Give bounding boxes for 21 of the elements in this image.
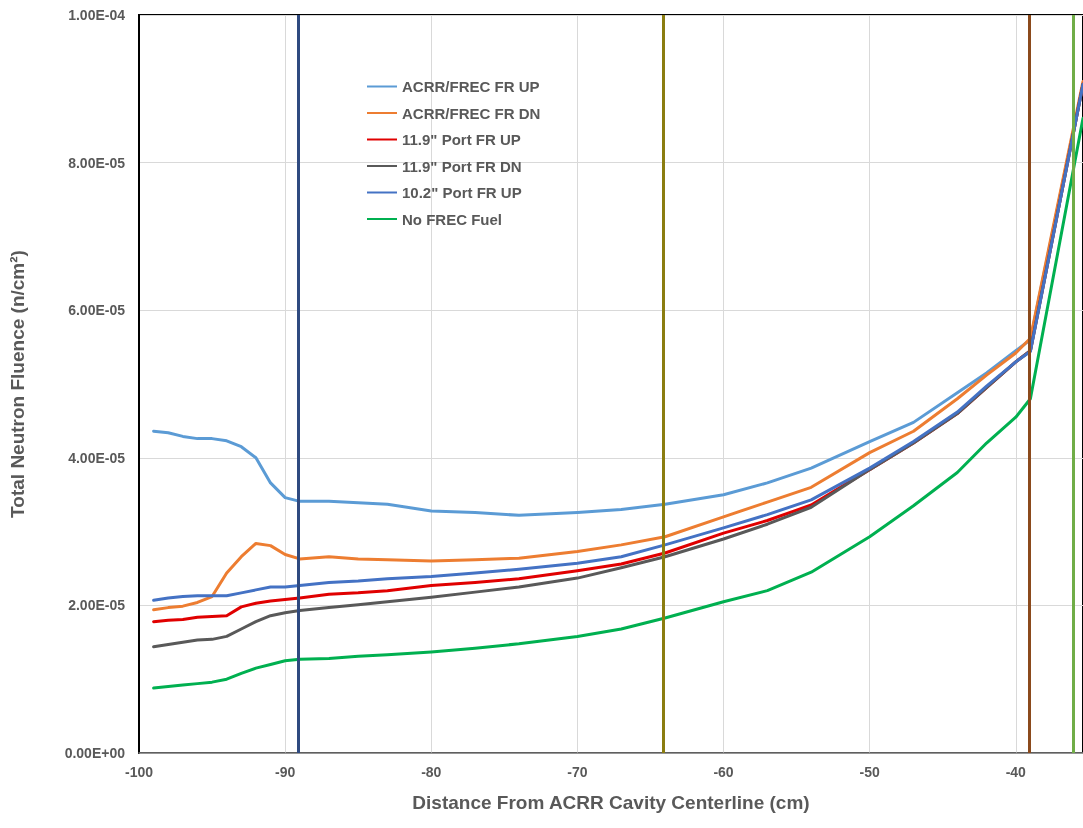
legend-label: 10.2" Port FR UP	[402, 184, 522, 201]
x-tick-label: -100	[124, 764, 154, 780]
y-tick-label: 2.00E-05	[68, 597, 126, 614]
y-tick-label: 0.00E+00	[64, 745, 126, 761]
legend-label: 11.9" Port FR DN	[402, 157, 522, 175]
x-tick-label: -70	[567, 764, 588, 780]
y-axis-title: Total Neutron Fluence (n/cm²)	[7, 250, 28, 518]
x-tick-label: -90	[275, 764, 296, 780]
legend-label: 11.9" Port FR UP	[402, 131, 521, 148]
legend-label: No FREC Fuel	[402, 210, 502, 228]
x-tick-label: -50	[859, 764, 880, 780]
y-tick-label: 8.00E-05	[68, 154, 126, 171]
legend-label: ACRR/FREC FR DN	[402, 104, 541, 122]
x-tick-label: -80	[421, 764, 442, 780]
legend-label: ACRR/FREC FR UP	[402, 78, 540, 95]
y-tick-label: 4.00E-05	[68, 449, 126, 466]
y-tick-label: 6.00E-05	[68, 302, 126, 319]
x-tick-label: -60	[713, 764, 734, 780]
x-axis-title: Distance From ACRR Cavity Centerline (cm)	[412, 792, 810, 813]
x-tick-label: -40	[1005, 764, 1027, 780]
y-tick-label: 1.00E-04	[68, 7, 126, 23]
